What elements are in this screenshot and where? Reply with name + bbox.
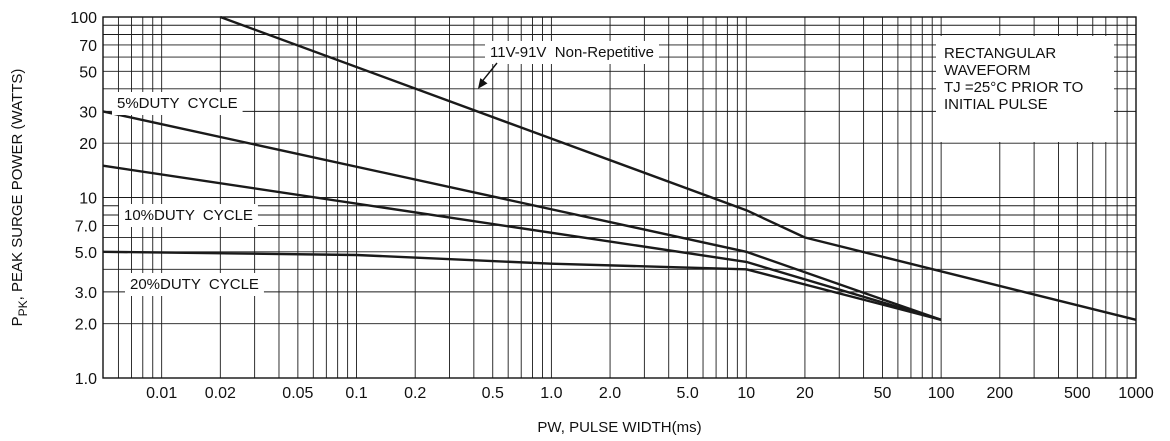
series-labels: 11V-91V Non-Repetitive 5%DUTY CYCLE 10%DUT… xyxy=(112,41,659,296)
x-tick-label: 10 xyxy=(737,385,755,402)
y-tick-label: 30 xyxy=(79,104,97,121)
non-repetitive-label-bg xyxy=(485,41,659,64)
annotation-line: TJ =25°C PRIOR TO xyxy=(944,79,1083,96)
duty-5-label: 5%DUTY CYCLE xyxy=(117,95,238,112)
duty-20-line xyxy=(102,250,942,321)
x-tick-label: 0.05 xyxy=(282,385,313,402)
duty-10-label: 10%DUTY CYCLE xyxy=(124,207,253,224)
y-tick-label: 3.0 xyxy=(75,285,97,302)
non-repetitive-label: 11V-91V Non-Repetitive xyxy=(490,44,654,61)
annotation-line: INITIAL PULSE xyxy=(944,96,1048,113)
annotation-arrow-head xyxy=(478,78,488,89)
x-tick-label: 200 xyxy=(986,385,1013,402)
non-repetitive-line xyxy=(219,15,1137,321)
y-tick-label: 70 xyxy=(79,38,97,55)
x-axis-title: PW, PULSE WIDTH(ms) xyxy=(537,419,701,436)
y-axis-title: PPK, PEAK SURGE POWER (WATTS) xyxy=(9,69,30,327)
chart-grid xyxy=(103,17,1136,378)
x-tick-label: 0.02 xyxy=(205,385,236,402)
duty-10-label-bg xyxy=(119,204,258,227)
x-tick-label: 0.5 xyxy=(482,385,504,402)
y-tick-label: 7.0 xyxy=(75,218,97,235)
annotation-line: WAVEFORM xyxy=(944,62,1031,79)
duty-10-line xyxy=(102,164,942,321)
x-axis-ticks: 0.01 0.02 0.05 0.1 0.2 0.5 1.0 2.0 5.0 10 20 50 100 2… xyxy=(146,385,1154,402)
x-tick-label: 0.2 xyxy=(404,385,426,402)
y-axis-title-rest: , PEAK SURGE POWER (WATTS) xyxy=(9,69,26,301)
duty-5-label-bg xyxy=(112,92,243,115)
x-tick-label: 5.0 xyxy=(676,385,698,402)
duty-5-line xyxy=(102,110,942,321)
x-tick-label: 0.1 xyxy=(345,385,367,402)
duty-20-label-bg xyxy=(125,273,264,296)
y-axis-title-subscript: PK xyxy=(16,300,30,316)
y-tick-label: 1.0 xyxy=(75,371,97,388)
y-tick-label: 10 xyxy=(79,191,97,208)
x-tick-label: 1000 xyxy=(1118,385,1154,402)
x-tick-label: 100 xyxy=(928,385,955,402)
x-tick-label: 0.01 xyxy=(146,385,177,402)
duty-20-label: 20%DUTY CYCLE xyxy=(130,276,259,293)
annotation-bg xyxy=(936,36,1114,142)
x-tick-label: 500 xyxy=(1064,385,1091,402)
annotation-arrow-shaft xyxy=(480,62,498,84)
y-tick-label: 100 xyxy=(70,10,97,27)
series-lines xyxy=(102,15,1137,321)
plot-frame xyxy=(102,16,1137,379)
y-axis-title-main: P xyxy=(9,316,26,326)
y-tick-label: 2.0 xyxy=(75,317,97,334)
x-tick-label: 50 xyxy=(874,385,892,402)
y-tick-label: 50 xyxy=(79,64,97,81)
x-tick-label: 2.0 xyxy=(599,385,621,402)
y-tick-label: 5.0 xyxy=(75,245,97,262)
x-tick-label: 20 xyxy=(796,385,814,402)
x-tick-label: 1.0 xyxy=(540,385,562,402)
y-axis-ticks: 1.0 2.0 3.0 5.0 7.0 10 20 30 50 70 100 xyxy=(70,10,97,388)
y-tick-label: 20 xyxy=(79,136,97,153)
annotation-line: RECTANGULAR xyxy=(944,45,1056,62)
